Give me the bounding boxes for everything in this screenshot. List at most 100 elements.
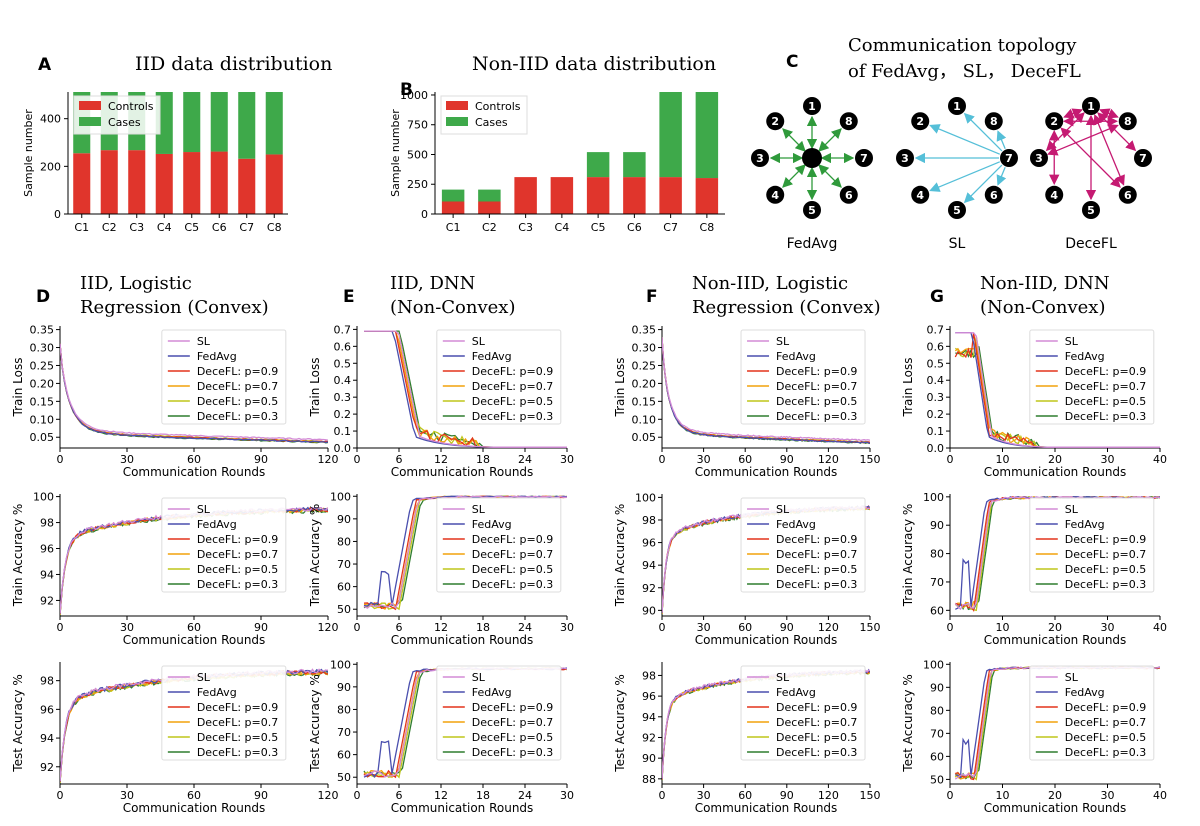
panel-c-letter: C <box>786 52 798 72</box>
legend-label-p09: DeceFL: p=0.9 <box>472 701 553 714</box>
client-node-label: 2 <box>1050 115 1058 128</box>
y-tick-label: 1000 <box>400 89 428 102</box>
line-chart-d1: 0 30 60 90 120 0.05 0.10 0.15 0.20 0.25 0.30 0.35 Co… <box>11 324 339 479</box>
legend-label-p05: DeceFL: p=0.5 <box>1065 395 1146 408</box>
y-tick-label: 400 <box>40 113 61 126</box>
x-tick-label: C7 <box>663 221 678 234</box>
legend-label-p05: DeceFL: p=0.5 <box>472 731 553 744</box>
panel-g-title-line2: (Non-Convex) <box>980 297 1105 318</box>
y-tick-label: 50 <box>337 603 351 616</box>
legend-label-p03: DeceFL: p=0.3 <box>776 410 857 423</box>
y-tick-label: 90 <box>930 519 944 532</box>
legend-label-p07: DeceFL: p=0.7 <box>776 716 857 729</box>
y-tick-label: 250 <box>407 178 428 191</box>
panel-a-letter: A <box>38 55 52 75</box>
y-tick-label: 80 <box>930 704 944 717</box>
client-node-label: 1 <box>808 100 816 113</box>
legend-label-controls: Controls <box>475 100 521 113</box>
x-tick-label: 30 <box>120 621 134 634</box>
legend-label-sl: SL <box>776 503 790 516</box>
fedavg-server-node <box>802 148 822 168</box>
legend-label-p09: DeceFL: p=0.9 <box>776 365 857 378</box>
client-node-5 <box>948 201 966 219</box>
line-legend: SL FedAvg DeceFL: p=0.9 DeceFL: p=0.7 DeceFL… <box>161 329 287 425</box>
x-tick-label: 0 <box>57 453 64 466</box>
y-axis-label: Train Loss <box>308 358 322 418</box>
legend-swatch-cases <box>446 117 468 126</box>
legend-box <box>436 665 562 761</box>
line-chart-f2: 0 30 60 90 120 150 90 92 94 96 98 100 Communication … <box>613 491 881 647</box>
x-tick-label: 0 <box>659 453 666 466</box>
x-tick-label: 120 <box>818 621 839 634</box>
y-tick-label: 96 <box>642 537 656 550</box>
x-tick-label: 24 <box>518 621 532 634</box>
line-chart-d2: 0 30 60 90 120 92 94 96 98 100 Communication Round… <box>11 491 339 647</box>
bar-controls-c1 <box>441 201 465 214</box>
legend-label-p09: DeceFL: p=0.9 <box>472 365 553 378</box>
y-tick-label: 750 <box>407 119 428 132</box>
panel-f-title-line1: Non-IID, Logistic <box>692 273 848 294</box>
line-chart-g1: 0 10 20 30 40 0.0 0.1 0.2 0.3 0.4 0.5 0.6 0.7 Communi… <box>901 323 1167 479</box>
y-tick-label: 100 <box>923 658 944 671</box>
y-tick-label: 0.4 <box>927 374 945 387</box>
x-tick-label: 0 <box>947 621 954 634</box>
bar-cases-c5 <box>586 152 610 178</box>
y-axis-label: Test Accuracy % <box>308 674 322 772</box>
line-chart-e3: 0 6 12 18 24 30 50 60 70 80 90 100 Communication Rou… <box>308 658 574 815</box>
x-tick-label: C4 <box>157 221 172 234</box>
y-tick-label: 60 <box>930 604 944 617</box>
x-tick-label: 6 <box>396 621 403 634</box>
legend-label-fedavg: FedAvg <box>472 686 512 699</box>
bar-controls-c7 <box>659 177 682 214</box>
legend-label-fedavg: FedAvg <box>1065 686 1105 699</box>
x-tick-label: C6 <box>212 221 227 234</box>
x-tick-label: C5 <box>591 221 606 234</box>
x-tick-label: 30 <box>120 789 134 802</box>
x-tick-label: 18 <box>476 453 490 466</box>
y-tick-label: 0.1 <box>927 425 945 438</box>
x-tick-label: 0 <box>354 621 361 634</box>
y-axis-label: Train Loss <box>613 358 627 418</box>
x-axis-label: Communication Rounds <box>391 801 534 815</box>
legend-label-p03: DeceFL: p=0.3 <box>1065 578 1146 591</box>
client-node-6 <box>1118 185 1137 204</box>
panel-f-title-line2: Regression (Convex) <box>692 297 881 318</box>
y-tick-label: 98 <box>40 675 54 688</box>
y-axis-label: Train Loss <box>901 358 915 418</box>
client-node-2 <box>911 112 930 131</box>
x-tick-label: 10 <box>996 789 1010 802</box>
x-tick-label: 18 <box>476 621 490 634</box>
bar-controls-c1 <box>73 153 91 214</box>
y-tick-label: 60 <box>337 749 351 762</box>
client-node-7 <box>1000 149 1018 167</box>
client-node-3 <box>1030 149 1048 167</box>
x-tick-label: 0 <box>57 789 64 802</box>
x-tick-label: 30 <box>1101 621 1115 634</box>
x-tick-label: C4 <box>555 221 570 234</box>
y-tick-label: 0.7 <box>334 323 352 336</box>
client-node-label: 7 <box>1139 152 1147 165</box>
client-node-label: 3 <box>1035 152 1043 165</box>
y-tick-label: 60 <box>337 581 351 594</box>
y-tick-label: 92 <box>642 582 656 595</box>
y-tick-label: 98 <box>642 514 656 527</box>
x-tick-label: 60 <box>738 453 752 466</box>
legend-label-sl: SL <box>1065 503 1079 516</box>
y-tick-label: 90 <box>642 752 656 765</box>
legend-label-sl: SL <box>472 503 486 516</box>
x-tick-label: 150 <box>860 453 881 466</box>
series-line-sl <box>60 343 328 441</box>
line-chart-e2: 0 6 12 18 24 30 50 60 70 80 90 100 Communication Rou… <box>308 490 574 647</box>
y-tick-label: 94 <box>642 559 656 572</box>
x-tick-label: 120 <box>818 789 839 802</box>
client-node-label: 7 <box>1005 152 1013 165</box>
bar-legend: Controls Cases <box>73 95 161 135</box>
legend-label-p05: DeceFL: p=0.5 <box>776 395 857 408</box>
legend-label-p09: DeceFL: p=0.9 <box>197 701 278 714</box>
panel-e-letter: E <box>343 287 355 307</box>
legend-label-p09: DeceFL: p=0.9 <box>776 533 857 546</box>
fedavg-edge <box>782 128 806 152</box>
y-tick-label: 70 <box>337 726 351 739</box>
x-tick-label: C2 <box>102 221 117 234</box>
client-node-6 <box>984 185 1003 204</box>
